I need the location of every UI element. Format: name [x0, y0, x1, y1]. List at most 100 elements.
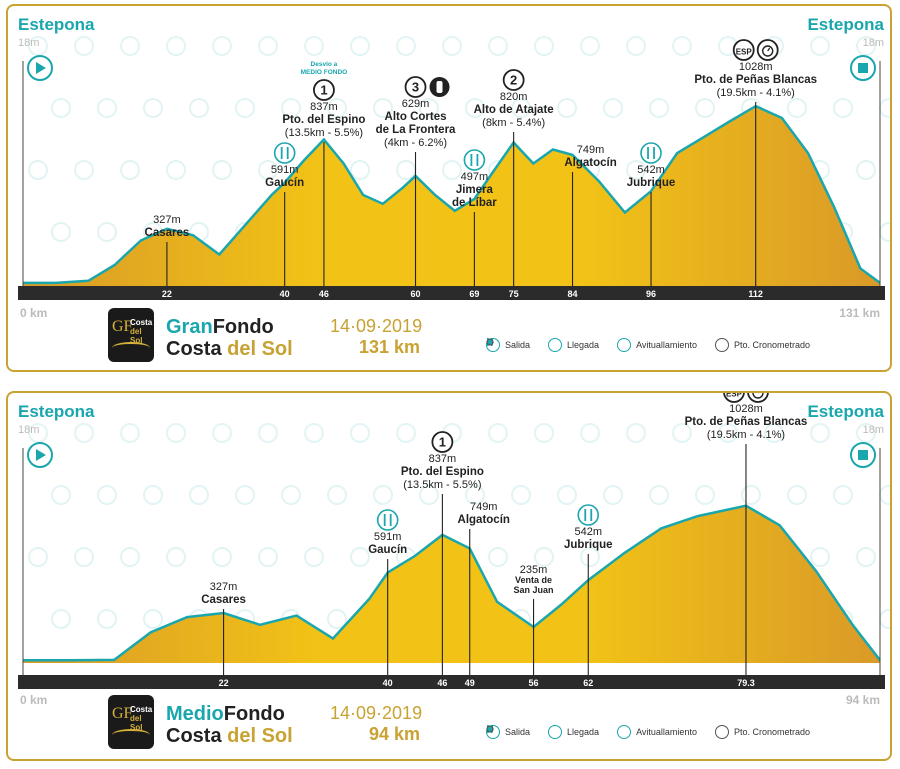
peak-climb-info: (8km - 5.4%) [482, 117, 545, 129]
cyclist-pattern-icon [120, 160, 140, 180]
start-town: Estepona [18, 402, 95, 421]
cyclist-pattern-icon [856, 36, 876, 56]
cyclist-pattern-icon [120, 547, 140, 567]
peak-name: de Líbar [452, 197, 497, 209]
cyclist-pattern-icon [258, 547, 278, 567]
gf-logo-mark: GF [112, 318, 133, 335]
km-tick-label: 49 [465, 678, 475, 688]
peak-climb-info: (19.5km - 4.1%) [707, 429, 785, 441]
peak-name: Pto. de Peñas Blancas [685, 416, 808, 428]
cyclist-pattern-icon [189, 485, 209, 505]
stopwatch-icon [486, 725, 729, 739]
peak-altitude: 749m [470, 501, 498, 513]
km-tick-label: 46 [319, 289, 329, 299]
cyclist-pattern-icon [304, 423, 324, 443]
peak-altitude: 235m [520, 564, 548, 576]
cyclist-pattern-icon [626, 160, 646, 180]
cyclist-pattern-icon [787, 98, 807, 118]
elevation-area [23, 106, 880, 286]
peak-climb-info: (4km - 6.2%) [384, 137, 447, 149]
cyclist-pattern-icon [166, 423, 186, 443]
climb-category-badge [404, 76, 427, 98]
cyclist-pattern-icon [373, 485, 393, 505]
cyclist-pattern-icon [350, 160, 370, 180]
event-date-box: 14·09·2019 131 km [330, 316, 423, 358]
granfondo-panel: Estepona 18m Estepona 18m 0 km 131 km 22 40 46 60… [6, 4, 892, 372]
fork-knife-icon [463, 149, 486, 171]
cyclist-pattern-icon [741, 485, 761, 505]
peak-climb-info: (13.5km - 5.5%) [285, 127, 363, 139]
km-tick-label: 22 [162, 289, 172, 299]
km-tick-label: 75 [509, 289, 519, 299]
peak-name: Pto. del Espino [401, 466, 484, 478]
cyclist-pattern-icon [51, 609, 71, 629]
cyclist-pattern-icon [28, 547, 48, 567]
fork-knife-icon [640, 142, 662, 164]
stopwatch-icon [486, 338, 729, 352]
cyclist-pattern-icon [856, 547, 876, 567]
logo-swoosh-icon [112, 729, 150, 741]
legend-timed: Pto. Cronometrado [486, 338, 810, 352]
logo-swoosh-icon [112, 342, 150, 354]
cyclist-pattern-icon [626, 36, 646, 56]
cyclist-pattern-icon [603, 98, 623, 118]
cyclist-pattern-icon [166, 160, 186, 180]
mediofondo-profile-chart: Estepona 18m Estepona 18m 0 km 94 km 22 40 46 49 5… [18, 393, 890, 707]
cyclist-pattern-icon [396, 36, 416, 56]
km-tick-label: 96 [646, 289, 656, 299]
km-tick-label: 46 [437, 678, 447, 688]
cyclist-pattern-icon [97, 609, 117, 629]
cyclist-pattern-icon [28, 423, 48, 443]
cyclist-pattern-icon [419, 485, 439, 505]
cyclist-pattern-icon [810, 547, 830, 567]
cyclist-pattern-icon [327, 609, 347, 629]
play-icon [36, 449, 46, 461]
mediofondo-panel: Estepona 18m Estepona 18m 0 km 94 km 22 40 46 49 5… [6, 391, 892, 761]
cyclist-pattern-icon [212, 160, 232, 180]
peak-name: Alto Cortes [385, 111, 447, 123]
cyclist-pattern-icon [534, 36, 554, 56]
cyclist-pattern-icon [74, 423, 94, 443]
event-brand: GranFondo Costa del Sol [166, 316, 293, 360]
cyclist-pattern-icon [350, 423, 370, 443]
event-date: 14·09·2019 [330, 316, 423, 336]
peak-climb-info: (19.5km - 4.1%) [717, 87, 795, 99]
cyclist-pattern-icon [787, 485, 807, 505]
cyclist-pattern-icon [626, 423, 646, 443]
event-date-box: 14·09·2019 94 km [330, 703, 422, 745]
cyclist-pattern-icon [649, 98, 669, 118]
cyclist-pattern-icon [235, 98, 255, 118]
cyclist-pattern-icon [28, 36, 48, 56]
elevation-line [23, 504, 881, 662]
cyclist-pattern-icon [350, 36, 370, 56]
gf-logo: GF Costa del Sol [108, 308, 154, 362]
cyclist-pattern-icon [28, 160, 48, 180]
legend: Salida Llegada Avituallamiento Pto. Cron… [486, 338, 828, 352]
cyclist-pattern-icon [465, 485, 485, 505]
fork-knife-icon [376, 509, 399, 531]
play-icon [36, 62, 46, 74]
cyclist-pattern-icon [442, 160, 462, 180]
cyclist-pattern-icon [327, 98, 347, 118]
detour-label: Desvío a [311, 61, 338, 68]
km-tick-label: 22 [219, 678, 229, 688]
cyclist-pattern-icon [810, 36, 830, 56]
peak-name: Alto de Atajate [474, 104, 554, 116]
peak-altitude: 749m [577, 144, 605, 156]
end-altitude: 18m [863, 424, 884, 436]
peak-climb-info: (13.5km - 5.5%) [403, 479, 481, 491]
km-tick-label: 40 [280, 289, 290, 299]
cyclist-pattern-icon [166, 36, 186, 56]
climb-category-badge [431, 431, 454, 453]
cyclist-pattern-icon [212, 423, 232, 443]
cyclist-pattern-icon [327, 485, 347, 505]
gf-logo-text: Costa del Sol [130, 318, 153, 345]
cyclist-pattern-icon [442, 36, 462, 56]
cyclist-pattern-icon [120, 36, 140, 56]
peak-altitude: 1028m [739, 61, 773, 73]
climb-category-badge [502, 69, 525, 91]
stopwatch-hand-icon [767, 47, 771, 52]
km-end-label: 131 km [839, 306, 880, 320]
km-start-label: 0 km [20, 693, 47, 707]
peak-altitude: 542m [637, 164, 665, 176]
